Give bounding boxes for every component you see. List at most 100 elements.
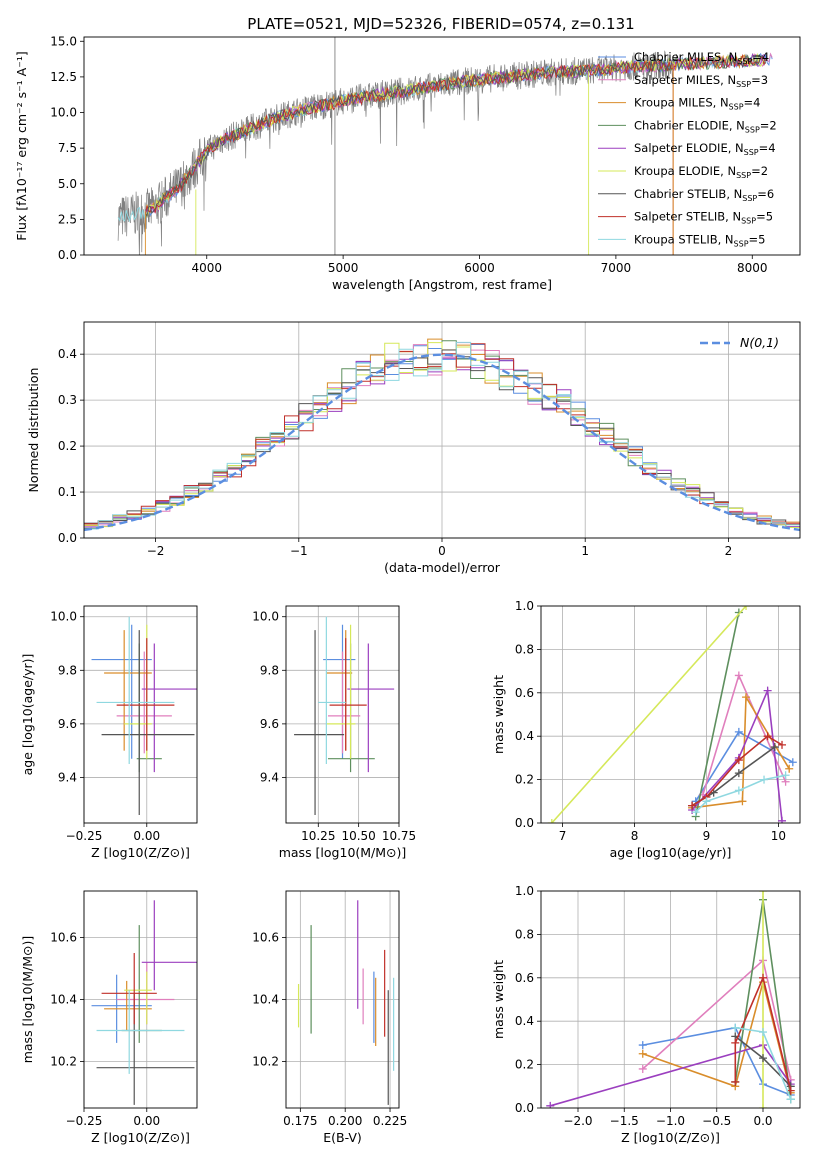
x-tick-label: 8000 — [737, 261, 768, 275]
y-tick-label: 0.2 — [515, 773, 534, 787]
x-tick-label: 0.0 — [753, 1114, 772, 1128]
residual-histogram — [84, 341, 800, 530]
x-tick-label: 2 — [725, 544, 733, 558]
legend-entry: Kroupa STELIB, NSSP=5 — [634, 232, 765, 248]
age-vs-mass-marks — [294, 616, 395, 815]
y-tick-label: 10.2 — [252, 1055, 279, 1069]
y-tick-label: 10.6 — [50, 931, 77, 945]
mass-weight-vs-age-panel: 7 8 9 10 0.0 0.2 0.4 0.6 0.8 1.0 age [log10(age/yr… — [491, 599, 801, 860]
axes-frame — [83, 36, 801, 256]
x-tick-label: 0.00 — [133, 829, 160, 843]
y-tick-label: 0.0 — [58, 248, 77, 262]
y-tick-label: 10.4 — [50, 993, 77, 1007]
legend-entry: N(0,1) — [740, 335, 779, 350]
mass-weight-line — [551, 606, 747, 823]
y-tick-label: 10.0 — [50, 106, 77, 120]
legend-entry: Chabrier ELODIE, NSSP=2 — [634, 118, 777, 134]
data-point — [759, 1028, 767, 1037]
y-axis-label: mass weight — [491, 960, 506, 1039]
data-point — [759, 1104, 767, 1108]
x-tick-label: −1 — [290, 544, 308, 558]
x-tick-label: −0.25 — [66, 829, 103, 843]
x-tick-label: 5000 — [328, 261, 359, 275]
y-tick-label: 9.8 — [58, 663, 77, 677]
spectrum-panel: 4000 5000 6000 7000 8000 0.0 2.5 5.0 7.5 10.0 12.5… — [14, 34, 801, 292]
y-tick-label: 7.5 — [58, 141, 77, 155]
x-tick-label: 10.50 — [341, 829, 375, 843]
y-tick-label: 12.5 — [50, 70, 77, 84]
data-point — [734, 786, 743, 795]
x-axis-label: Z [log10(Z/Z⊙)] — [91, 1130, 190, 1145]
data-point — [742, 693, 751, 702]
data-point — [760, 775, 769, 784]
mass-weight-line — [691, 687, 783, 821]
y-tick-label: 10.0 — [50, 610, 77, 624]
y-tick-label: 15.0 — [50, 34, 77, 48]
data-point — [759, 891, 767, 895]
y-tick-label: 9.4 — [58, 770, 77, 784]
x-tick-label: 7 — [559, 829, 567, 843]
x-axis-label: wavelength [Angstrom, rest frame] — [332, 277, 552, 292]
x-tick-label: −2.0 — [563, 1114, 592, 1128]
data-point — [759, 973, 767, 982]
data-point — [759, 1054, 767, 1063]
x-tick-label: −1.0 — [656, 1114, 685, 1128]
x-tick-label: −1.5 — [610, 1114, 639, 1128]
data-point — [691, 808, 700, 817]
x-tick-label: 10.75 — [382, 829, 416, 843]
y-tick-label: 5.0 — [58, 177, 77, 191]
x-tick-label: 10.25 — [301, 829, 335, 843]
data-point — [638, 1041, 647, 1050]
y-tick-label: 0.6 — [515, 971, 534, 985]
spectrum-title: PLATE=0521, MJD=52326, FIBERID=0574, z=0… — [247, 15, 634, 33]
y-tick-label: 1.0 — [515, 884, 534, 898]
axes-frame — [540, 605, 801, 824]
data-point — [763, 732, 772, 741]
spectrum-marks — [117, 37, 773, 255]
y-tick-label: 0.8 — [515, 927, 534, 941]
mass-vs-ebv-panel: 0.175 0.200 0.225 10.2 10.4 10.6 E(B-V) — [252, 890, 407, 1145]
y-tick-label: 9.4 — [260, 770, 279, 784]
mass-vs-Z-panel: −0.25 0.00 10.2 10.4 10.6 Z [log10(Z/Z⊙)] mass… — [20, 890, 198, 1145]
y-tick-label: 0.0 — [515, 1101, 534, 1115]
data-point — [731, 1023, 740, 1032]
x-tick-label: 0.00 — [133, 1114, 160, 1128]
data-point — [702, 797, 711, 806]
data-point — [734, 671, 743, 680]
y-axis-label: Flux [fλ10⁻¹⁷ erg cm⁻² s⁻¹ A⁻¹] — [14, 51, 29, 240]
data-point — [638, 1064, 647, 1073]
spectrum-legend: Chabrier MILES, NSSP=4 Salpeter MILES, NS… — [598, 50, 777, 248]
data-point — [734, 727, 743, 736]
data-point — [638, 1049, 647, 1058]
data-point — [785, 764, 794, 773]
x-tick-label: 0.175 — [283, 1114, 317, 1128]
age-vs-mass-panel: 10.25 10.50 10.75 9.4 9.6 9.8 10.0 mass [log10(… — [252, 605, 416, 860]
residuals-marks — [84, 338, 800, 532]
y-tick-label: 0.0 — [58, 531, 77, 545]
legend-entry: Salpeter MILES, NSSP=3 — [634, 73, 768, 89]
y-tick-label: 0.2 — [58, 439, 77, 453]
y-tick-label: 1.0 — [515, 599, 534, 613]
axes-frame — [83, 605, 198, 824]
x-axis-label: age [log10(age/yr)] — [610, 845, 732, 860]
mass-vs-ebv-marks — [297, 900, 395, 1105]
y-tick-label: 0.8 — [515, 642, 534, 656]
y-tick-label: 10.2 — [50, 1055, 77, 1069]
legend-entry: Kroupa MILES, NSSP=4 — [634, 96, 760, 112]
data-point — [734, 756, 743, 765]
data-point — [546, 1101, 555, 1108]
legend-entry: Salpeter STELIB, NSSP=5 — [634, 210, 773, 226]
y-tick-label: 0.1 — [58, 485, 77, 499]
y-tick-label: 0.6 — [515, 686, 534, 700]
data-point — [734, 769, 743, 778]
x-tick-label: −0.5 — [702, 1114, 731, 1128]
spectrum-model-line — [144, 53, 767, 218]
x-axis-label: (data-model)/error — [384, 560, 501, 575]
axes-frame — [285, 605, 400, 824]
x-tick-label: 0.200 — [328, 1114, 362, 1128]
y-tick-label: 0.4 — [58, 347, 77, 361]
y-tick-label: 9.6 — [260, 717, 279, 731]
x-axis-label: E(B-V) — [323, 1130, 362, 1145]
x-tick-label: −2 — [147, 544, 165, 558]
